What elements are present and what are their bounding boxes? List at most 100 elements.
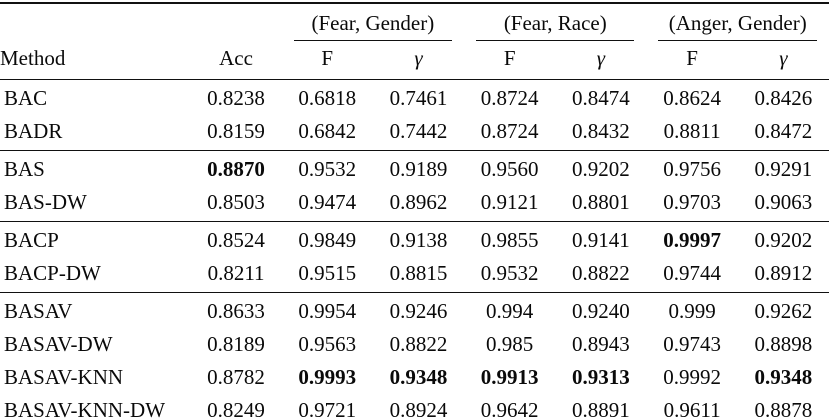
value-cell: 0.9913 (480, 365, 539, 389)
value-cell: 0.9611 (663, 398, 721, 418)
value-cell: 0.8238 (207, 86, 265, 110)
value-cell: 0.9348 (754, 365, 813, 389)
value-cell: 0.9532 (480, 261, 539, 285)
value-cell: 0.9246 (389, 299, 448, 323)
table-group-4: BASAV 0.8633 0.9954 0.9246 0.994 0.9240 0.999 0… (0, 293, 829, 418)
value-cell: 0.999 (668, 299, 716, 323)
method-cell: BAC (4, 86, 48, 110)
column-header-gamma-2: γ (555, 41, 647, 80)
value-cell: 0.9189 (389, 157, 448, 181)
group-header-fear-gender: (Fear, Gender) (282, 3, 464, 41)
value-cell: 0.8503 (207, 190, 265, 214)
method-cell: BACP (4, 228, 59, 252)
value-cell: 0.8633 (207, 299, 265, 323)
value-cell: 0.7442 (389, 119, 448, 143)
value-cell: 0.8822 (572, 261, 630, 285)
value-cell: 0.9744 (663, 261, 721, 285)
table-row: BACP-DW 0.8211 0.9515 0.8815 0.9532 0.8822 0.9… (0, 257, 829, 293)
value-cell: 0.8524 (207, 228, 265, 252)
value-cell: 0.8924 (389, 398, 448, 418)
value-cell: 0.8211 (207, 261, 265, 285)
value-cell: 0.9721 (298, 398, 357, 418)
value-cell: 0.7461 (389, 86, 448, 110)
value-cell: 0.9202 (754, 228, 813, 252)
value-cell: 0.9703 (663, 190, 721, 214)
table-row: BASAV-DW 0.8189 0.9563 0.8822 0.985 0.8943 0.9… (0, 328, 829, 361)
value-cell: 0.6818 (298, 86, 357, 110)
value-cell: 0.9202 (572, 157, 630, 181)
group-header-label: (Fear, Gender) (293, 11, 453, 41)
value-cell: 0.8801 (572, 190, 630, 214)
table-header: (Fear, Gender) (Fear, Race) (Anger, Gend… (0, 3, 829, 80)
value-cell: 0.8189 (207, 332, 265, 356)
value-cell: 0.8426 (754, 86, 813, 110)
value-cell: 0.9756 (663, 157, 721, 181)
value-cell: 0.8962 (389, 190, 448, 214)
value-cell: 0.9954 (298, 299, 357, 323)
value-cell: 0.8878 (754, 398, 813, 418)
value-cell: 0.8811 (663, 119, 721, 143)
value-cell: 0.9348 (389, 365, 448, 389)
table-row: BADR 0.8159 0.6842 0.7442 0.8724 0.8432 0.8811… (0, 115, 829, 151)
value-cell: 0.9141 (572, 228, 630, 252)
value-cell: 0.8474 (572, 86, 630, 110)
column-header-f-3: F (646, 41, 738, 80)
column-header-acc: Acc (190, 41, 282, 80)
method-cell: BACP-DW (4, 261, 101, 285)
column-header-method: Method (0, 41, 191, 80)
group-header-label: (Fear, Race) (476, 11, 635, 41)
value-cell: 0.9563 (298, 332, 357, 356)
method-cell: BASAV-DW (4, 332, 113, 356)
value-cell: 0.8624 (663, 86, 721, 110)
method-cell: BASAV-KNN (4, 365, 124, 389)
value-cell: 0.9138 (389, 228, 448, 252)
value-cell: 0.9855 (480, 228, 539, 252)
value-cell: 0.9849 (298, 228, 357, 252)
method-cell: BADR (4, 119, 63, 143)
group-header-label: (Anger, Gender) (658, 11, 817, 41)
table-row: BASAV-KNN 0.8782 0.9993 0.9348 0.9913 0.9313 0… (0, 361, 829, 394)
value-cell: 0.8249 (207, 398, 265, 418)
value-cell: 0.8472 (754, 119, 813, 143)
value-cell: 0.985 (486, 332, 534, 356)
column-header-f-2: F (464, 41, 556, 80)
table-row: BASAV-KNN-DW 0.8249 0.9721 0.8924 0.9642 0.88… (0, 394, 829, 418)
value-cell: 0.9743 (663, 332, 721, 356)
method-cell: BAS-DW (4, 190, 87, 214)
group-header-anger-gender: (Anger, Gender) (646, 3, 829, 41)
column-header-gamma-3: γ (737, 41, 829, 80)
value-cell: 0.9560 (480, 157, 539, 181)
column-header-row: Method Acc F γ F γ F γ (0, 41, 829, 80)
value-cell: 0.9642 (480, 398, 539, 418)
value-cell: 0.9474 (298, 190, 357, 214)
value-cell: 0.8782 (207, 365, 265, 389)
value-cell: 0.8943 (572, 332, 630, 356)
value-cell: 0.8159 (207, 119, 265, 143)
value-cell: 0.8912 (754, 261, 813, 285)
value-cell: 0.9992 (663, 365, 721, 389)
table-row: BAC 0.8238 0.6818 0.7461 0.8724 0.8474 0.8624 0… (0, 80, 829, 116)
table-group-1: BAC 0.8238 0.6818 0.7461 0.8724 0.8474 0.8624 0… (0, 80, 829, 151)
value-cell: 0.9262 (754, 299, 813, 323)
group-header-spacer (0, 3, 282, 41)
table-group-2: BAS 0.8870 0.9532 0.9189 0.9560 0.9202 0.9756 0… (0, 151, 829, 222)
value-cell: 0.9121 (480, 190, 539, 214)
value-cell: 0.6842 (298, 119, 357, 143)
value-cell: 0.9063 (754, 190, 813, 214)
value-cell: 0.9240 (572, 299, 630, 323)
value-cell: 0.9291 (754, 157, 813, 181)
table-row: BACP 0.8524 0.9849 0.9138 0.9855 0.9141 0.9997… (0, 222, 829, 258)
column-header-gamma-1: γ (372, 41, 465, 80)
table-row: BAS 0.8870 0.9532 0.9189 0.9560 0.9202 0.9756 0… (0, 151, 829, 187)
value-cell: 0.8891 (572, 398, 630, 418)
column-header-f-1: F (281, 41, 373, 80)
value-cell: 0.9997 (663, 228, 721, 252)
value-cell: 0.9515 (298, 261, 357, 285)
method-cell: BASAV-KNN-DW (4, 398, 166, 418)
value-cell: 0.9313 (572, 365, 630, 389)
group-header-fear-race: (Fear, Race) (464, 3, 646, 41)
method-cell: BASAV (4, 299, 73, 323)
table-group-3: BACP 0.8524 0.9849 0.9138 0.9855 0.9141 0.9997… (0, 222, 829, 293)
value-cell: 0.9532 (298, 157, 357, 181)
